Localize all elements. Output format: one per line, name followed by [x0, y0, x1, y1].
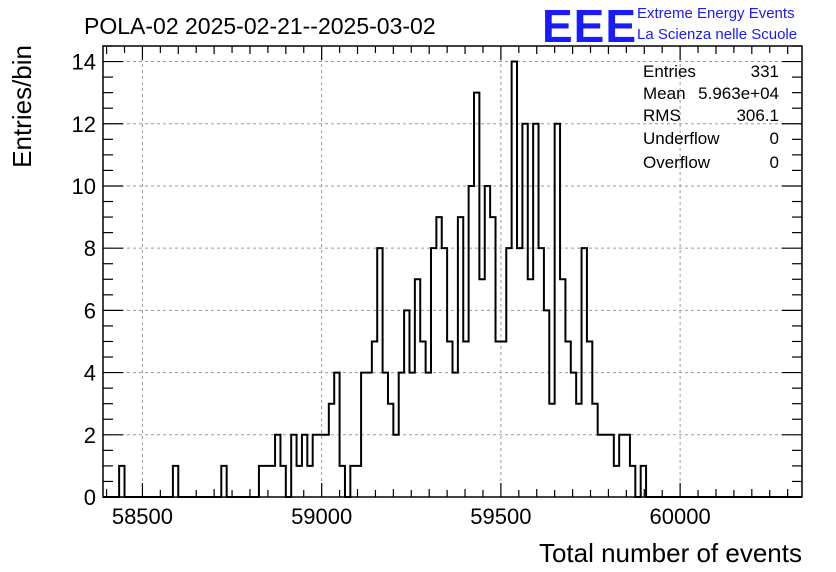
logo-line-2: La Scienza nelle Scuole — [637, 26, 797, 43]
stat-label-underflow: Underflow — [643, 129, 720, 148]
y-tick-label: 12 — [72, 112, 96, 137]
stat-label-rms: RMS — [643, 106, 681, 125]
x-tick-label: 59000 — [291, 504, 352, 529]
y-tick-label: 4 — [84, 361, 96, 386]
plot-frame — [102, 45, 803, 498]
tick-labels: 58500 59000 59500 60000 0 2 4 6 8 10 12 14 — [72, 50, 711, 529]
stat-value-entries: 331 — [751, 62, 779, 81]
stat-label-mean: Mean — [643, 84, 686, 103]
grid-lines — [103, 46, 802, 497]
chart-title: POLA-02 2025-02-21--2025-03-02 — [84, 13, 436, 39]
logo-line-1: Extreme Energy Events — [637, 5, 795, 22]
x-tick-label: 59500 — [470, 504, 531, 529]
stat-value-mean: 5.963e+04 — [698, 84, 779, 103]
stat-value-overflow: 0 — [770, 153, 779, 172]
y-tick-label: 0 — [84, 485, 96, 510]
x-tick-label: 60000 — [650, 504, 711, 529]
x-tick-label: 58500 — [112, 504, 173, 529]
stat-label-overflow: Overflow — [643, 153, 711, 172]
stats-box: Entries 331 Mean 5.963e+04 RMS 306.1 Und… — [643, 62, 779, 172]
y-tick-label: 2 — [84, 423, 96, 448]
y-tick-label: 10 — [72, 174, 96, 199]
axis-ticks — [103, 45, 802, 498]
y-tick-label: 14 — [72, 50, 96, 75]
y-tick-label: 6 — [84, 298, 96, 323]
histogram-outline — [103, 60, 802, 498]
stat-label-entries: Entries — [643, 62, 696, 81]
y-axis-label: Entries/bin — [7, 45, 37, 168]
eee-logo-mark: EEE — [542, 0, 637, 52]
stat-value-rms: 306.1 — [736, 106, 779, 125]
x-axis-label: Total number of events — [539, 538, 802, 568]
stat-value-underflow: 0 — [770, 129, 779, 148]
y-tick-label: 8 — [84, 236, 96, 261]
